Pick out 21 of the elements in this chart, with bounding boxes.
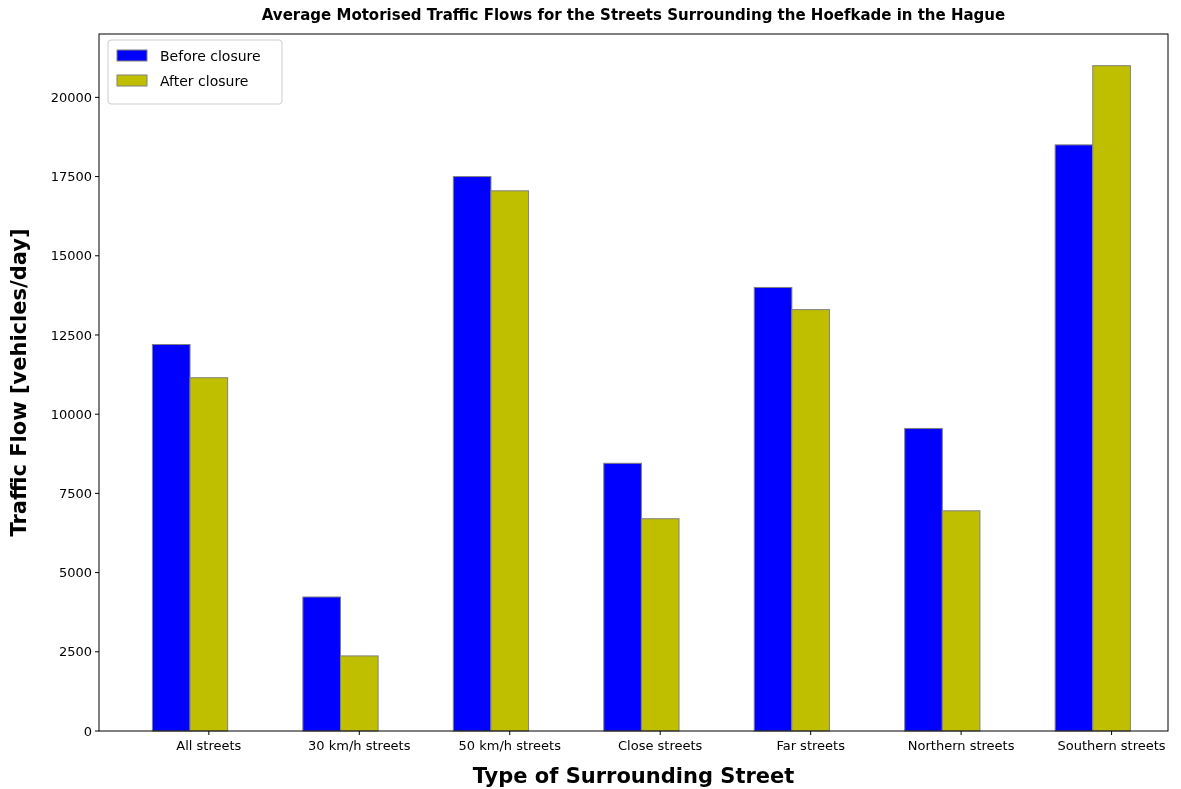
x-tick-label: Southern streets bbox=[1057, 738, 1166, 753]
y-tick-label: 17500 bbox=[50, 169, 92, 185]
y-axis-title: Traffic Flow [vehicles/day] bbox=[7, 228, 31, 537]
legend-label: Before closure bbox=[160, 47, 261, 64]
chart-title: Average Motorised Traffic Flows for the Streets Surrounding the Hoefkade in the Hague bbox=[261, 6, 1006, 24]
x-tick-label: All streets bbox=[176, 738, 242, 753]
y-tick-label: 7500 bbox=[58, 485, 92, 501]
x-tick-label: Close streets bbox=[618, 738, 703, 753]
legend-label: After closure bbox=[160, 72, 249, 89]
y-tick-label: 12500 bbox=[50, 327, 92, 343]
y-tick-label: 15000 bbox=[50, 248, 92, 264]
y-tick-label: 20000 bbox=[50, 89, 92, 105]
y-tick-label: 10000 bbox=[50, 406, 92, 422]
x-tick-label: 30 km/h streets bbox=[308, 738, 411, 753]
x-axis-title: Type of Surrounding Street bbox=[472, 764, 795, 788]
x-tick-label: Far streets bbox=[776, 738, 846, 753]
y-tick-label: 5000 bbox=[58, 565, 92, 581]
y-tick-label: 2500 bbox=[58, 644, 92, 660]
x-tick-label: Northern streets bbox=[907, 738, 1015, 753]
y-tick-label: 0 bbox=[83, 723, 92, 739]
x-tick-label: 50 km/h streets bbox=[458, 738, 562, 753]
